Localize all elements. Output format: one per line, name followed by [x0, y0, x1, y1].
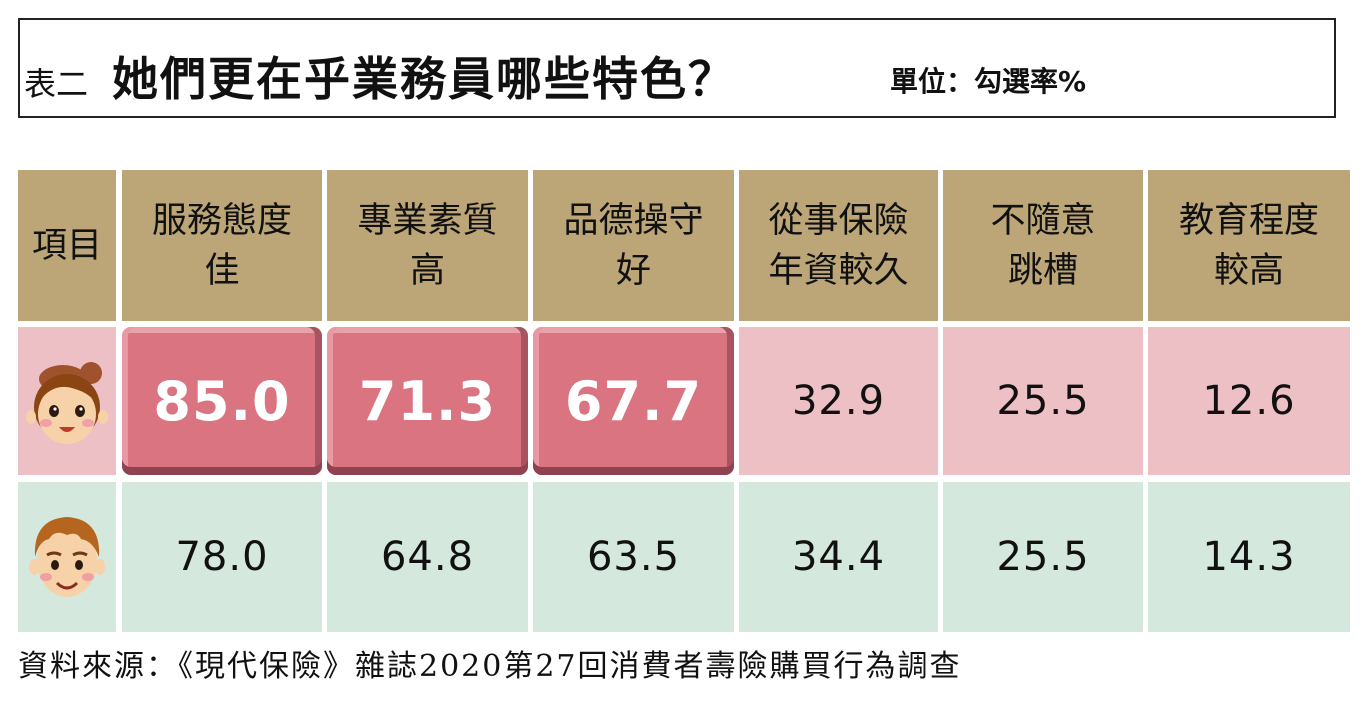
male-cell-3: 63.5 [533, 482, 734, 632]
male-value-3: 63.5 [586, 534, 681, 580]
header-col-3-line2: 好 [615, 250, 651, 291]
male-cell-2: 64.8 [327, 482, 528, 632]
female-cell-3: 67.7 [533, 327, 734, 475]
header-col-3: 品德操守好 [533, 170, 734, 321]
man-face-icon [29, 517, 105, 597]
unit-label: 單位：勾選率% [890, 65, 1087, 98]
header-item-cell: 項目 [18, 170, 116, 321]
female-value-6: 12.6 [1202, 378, 1296, 424]
female-cell-1: 85.0 [122, 327, 322, 475]
header-col-2-line2: 高 [409, 250, 445, 291]
header-col-2: 專業素質高 [327, 170, 528, 321]
header-col-3-line1: 品德操守 [563, 200, 704, 241]
male-value-4: 34.4 [791, 534, 886, 580]
female-value-2: 71.3 [358, 369, 497, 433]
female-cell-6: 12.6 [1148, 327, 1350, 475]
header-col-1-line2: 佳 [204, 250, 240, 291]
male-cell-5: 25.5 [943, 482, 1143, 632]
male-cell-4: 34.4 [739, 482, 938, 632]
header-col-5: 不隨意 跳槽 [943, 170, 1143, 321]
table-number: 表二 [24, 65, 89, 103]
female-value-4: 32.9 [791, 378, 886, 424]
title-box: 表二 她們更在乎業務員哪些特色？ 單位：勾選率% [18, 18, 1336, 118]
male-cell-1: 78.0 [122, 482, 322, 632]
header-col-5-line1: 不隨意 [990, 200, 1096, 241]
header-col-4-line2: 年資較久 [768, 250, 909, 291]
header-col-1: 服務態度佳 [122, 170, 322, 321]
female-row-icon-cell [18, 327, 116, 475]
female-cell-4: 32.9 [739, 327, 938, 475]
female-value-5: 25.5 [996, 378, 1090, 424]
header-col-4: 從事保險 年資較久 [739, 170, 938, 321]
header-col-6: 教育程度 較高 [1148, 170, 1350, 321]
female-cell-5: 25.5 [943, 327, 1143, 475]
female-cell-2: 71.3 [327, 327, 528, 475]
header-col-2-line1: 專業素質 [357, 200, 498, 241]
male-value-6: 14.3 [1202, 534, 1296, 580]
source-note: 資料來源：《現代保險》雜誌2020第27回消費者壽險購買行為調查 [18, 649, 962, 684]
female-value-3: 67.7 [564, 369, 703, 433]
page-title: 她們更在乎業務員哪些特色？ [112, 52, 736, 106]
male-value-5: 25.5 [996, 534, 1090, 580]
header-col-1-line1: 服務態度 [151, 200, 292, 241]
male-row-icon-cell [18, 482, 116, 632]
male-value-2: 64.8 [380, 534, 475, 580]
male-cell-6: 14.3 [1148, 482, 1350, 632]
header-col-6-line1: 教育程度 [1178, 200, 1319, 241]
header-col-6-line2: 較高 [1213, 250, 1284, 291]
header-col-5-line2: 跳槽 [1007, 250, 1078, 291]
female-value-1: 85.0 [153, 369, 291, 433]
header-col-4-line1: 從事保險 [768, 200, 909, 241]
woman-face-icon [26, 362, 108, 444]
male-value-1: 78.0 [175, 534, 269, 580]
header-item-label: 項目 [31, 225, 102, 266]
